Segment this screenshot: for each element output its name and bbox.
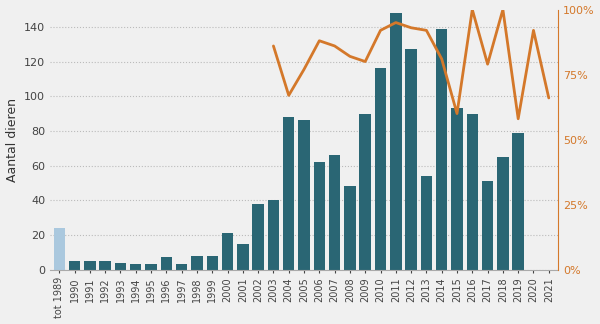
Bar (176, 264, 187, 270)
Bar (421, 176, 432, 270)
Bar (329, 155, 340, 270)
Bar (359, 113, 371, 270)
Bar (283, 117, 295, 270)
Bar (298, 121, 310, 270)
Bar (237, 244, 248, 270)
Bar (115, 263, 126, 270)
Bar (512, 133, 524, 270)
Y-axis label: Aantal dieren: Aantal dieren (5, 98, 19, 181)
Bar (145, 264, 157, 270)
Bar (268, 200, 279, 270)
Bar (436, 29, 448, 270)
Bar (130, 264, 142, 270)
Bar (314, 162, 325, 270)
Bar (482, 181, 493, 270)
Bar (406, 50, 417, 270)
Bar (53, 228, 65, 270)
Bar (390, 13, 401, 270)
Bar (467, 113, 478, 270)
Bar (222, 233, 233, 270)
Bar (84, 261, 95, 270)
Bar (191, 256, 203, 270)
Bar (253, 204, 264, 270)
Bar (344, 186, 356, 270)
Bar (451, 108, 463, 270)
Bar (69, 261, 80, 270)
Bar (375, 68, 386, 270)
Bar (100, 261, 111, 270)
Bar (206, 256, 218, 270)
Bar (161, 258, 172, 270)
Bar (497, 157, 509, 270)
